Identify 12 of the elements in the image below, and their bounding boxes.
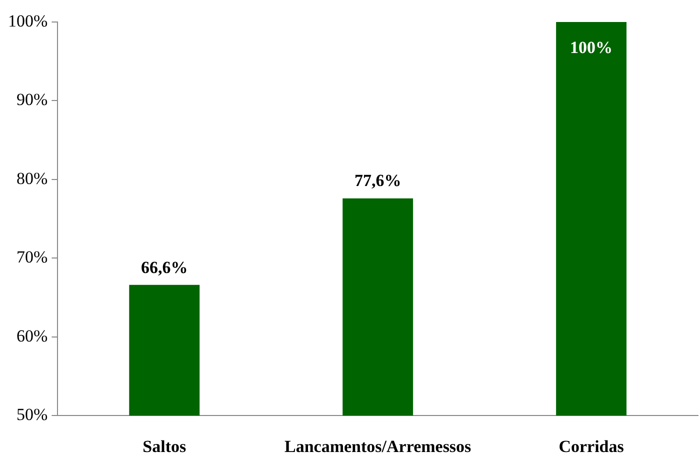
y-tick-label: 70% bbox=[16, 248, 48, 267]
x-tick-label: Saltos bbox=[142, 437, 186, 456]
y-tick-label: 60% bbox=[16, 326, 48, 346]
data-label: 66,6% bbox=[141, 258, 188, 277]
x-tick-label: Lancamentos/Arremessos bbox=[284, 437, 472, 456]
y-tick-label: 50% bbox=[16, 405, 48, 424]
x-tick-label: Corridas bbox=[558, 437, 624, 456]
y-tick-label: 90% bbox=[16, 90, 48, 110]
y-tick-label: 100% bbox=[8, 11, 48, 30]
data-label: 100% bbox=[570, 38, 613, 57]
y-tick-label: 80% bbox=[16, 168, 48, 188]
data-label: 77,6% bbox=[354, 171, 402, 190]
